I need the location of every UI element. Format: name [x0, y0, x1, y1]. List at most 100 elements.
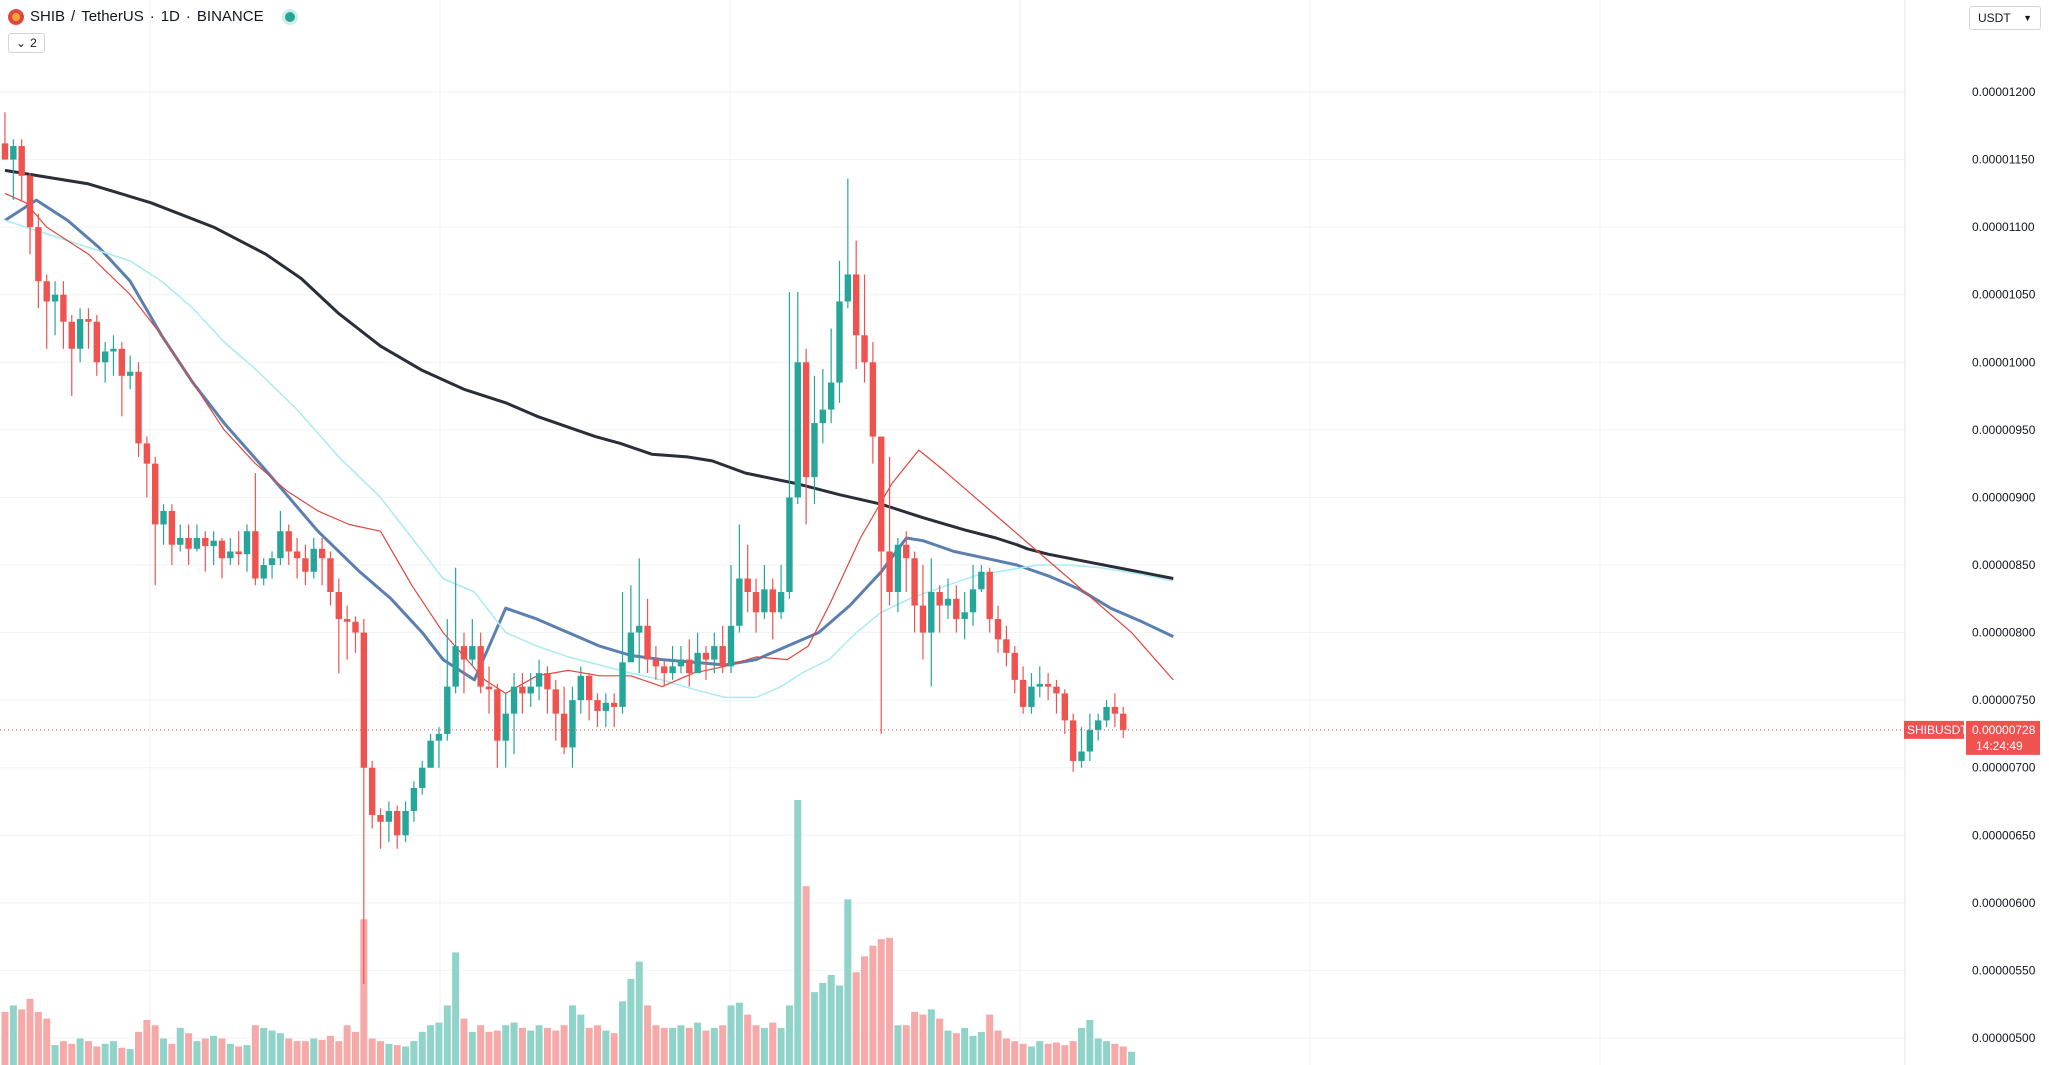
volume-bar	[452, 952, 460, 1065]
candle-up	[727, 625, 735, 667]
candle-down	[293, 551, 301, 559]
chevron-down-icon: ⌄	[16, 36, 27, 50]
indicators-collapse-button[interactable]: ⌄ 2	[8, 33, 45, 53]
candle-down	[936, 592, 943, 606]
volume-bar	[418, 1031, 426, 1065]
candle-up	[944, 598, 952, 606]
volume-bar	[435, 1022, 443, 1065]
candle-down	[477, 646, 484, 687]
y-tick-label: 0.00001150	[1972, 153, 2035, 167]
candle-down	[861, 335, 868, 363]
candle-up	[1078, 751, 1085, 761]
candle-down	[460, 646, 468, 660]
volume-bar	[1011, 1041, 1019, 1065]
market-open-indicator-icon[interactable]	[281, 8, 298, 25]
y-tick-label: 0.00001050	[1972, 288, 2036, 302]
candle-up	[811, 423, 818, 478]
volume-bar	[326, 1035, 334, 1065]
candle-down	[327, 558, 334, 593]
candle-up	[419, 767, 426, 788]
volume-bar	[560, 1025, 568, 1065]
interval-separator-2: ·	[185, 8, 191, 25]
volume-bar	[226, 1043, 234, 1065]
volume-bar	[443, 1005, 451, 1065]
volume-bar	[752, 1025, 760, 1065]
volume-bar	[468, 1031, 476, 1065]
price-tag-value: 0.00000728	[1972, 723, 2036, 737]
candle-up	[1028, 686, 1035, 707]
volume-bars	[1, 800, 1136, 1065]
candle-down	[43, 281, 50, 302]
candle-down	[352, 621, 359, 633]
volume-bar	[552, 1030, 560, 1065]
symbol-header[interactable]: SHIB / TetherUS · 1D · BINANCE	[8, 8, 298, 25]
volume-bar	[568, 1005, 576, 1065]
candle-down	[143, 443, 151, 464]
grid-lines	[0, 0, 1905, 1065]
currency-select[interactable]: USDT ▼	[1969, 6, 2041, 30]
volume-bar	[9, 1005, 17, 1065]
volume-bar	[677, 1025, 685, 1065]
volume-bar	[986, 1014, 994, 1065]
candle-down	[953, 598, 960, 620]
volume-bar	[1002, 1038, 1010, 1065]
candle-up	[1036, 683, 1043, 687]
candle-up	[969, 589, 977, 613]
volume-bar	[652, 1025, 660, 1065]
candle-down	[302, 558, 309, 572]
volume-bar	[76, 1038, 84, 1065]
volume-bar	[719, 1025, 727, 1065]
volume-bar	[610, 1033, 618, 1065]
volume-bar	[335, 1041, 343, 1065]
volume-bar	[627, 978, 635, 1065]
volume-bar	[402, 1046, 410, 1065]
volume-bar	[877, 939, 885, 1065]
volume-bar	[410, 1041, 418, 1065]
volume-bar	[351, 1031, 359, 1065]
candle-up	[527, 686, 534, 694]
volume-bar	[185, 1033, 193, 1065]
candle-up	[177, 537, 184, 545]
volume-bar	[694, 1022, 702, 1065]
candle-up	[736, 578, 743, 626]
candle-up	[1103, 706, 1110, 721]
candle-down	[152, 463, 159, 525]
volume-bar	[368, 1038, 376, 1065]
indicators-count: 2	[30, 36, 37, 50]
y-tick-label: 0.00001200	[1972, 85, 2036, 99]
ma-line-ma100	[4, 198, 1174, 682]
volume-bar	[143, 1019, 151, 1065]
candle-down	[60, 294, 67, 322]
candle-up	[761, 589, 768, 613]
volume-bar	[836, 985, 843, 1065]
volume-bar	[84, 1041, 92, 1065]
candle-down	[343, 619, 351, 622]
volume-bar	[644, 1005, 652, 1065]
candle-down	[686, 659, 693, 674]
symbol-quote: TetherUS	[81, 8, 144, 25]
candle-up	[210, 540, 217, 547]
volume-bar	[93, 1046, 101, 1065]
last-price-tag: SHIBUSDT 0.00000728 14:24:49	[1904, 720, 2040, 755]
candle-down	[18, 146, 25, 176]
candle-up	[435, 733, 443, 741]
volume-bar	[193, 1041, 201, 1065]
candle-down	[135, 371, 142, 444]
price-tag-symbol-bg	[1904, 720, 1964, 739]
ma-line-ma20	[4, 192, 1174, 695]
candle-up	[978, 571, 985, 590]
candle-up	[619, 662, 626, 707]
y-tick-label: 0.00000600	[1972, 896, 2036, 910]
volume-bar	[1, 1012, 9, 1065]
candle-up	[844, 274, 852, 302]
y-tick-label: 0.00000650	[1972, 828, 2036, 842]
volume-bar	[769, 1022, 777, 1065]
volume-bar	[1052, 1042, 1060, 1065]
price-axis[interactable]: 0.00001200 0.00001150 0.00001100 0.00001050…	[1904, 0, 2036, 1065]
candle-down	[202, 537, 209, 547]
volume-bar	[260, 1027, 268, 1065]
candle-down	[1, 143, 9, 160]
volume-bar	[51, 1045, 59, 1065]
candle-up	[101, 351, 109, 363]
